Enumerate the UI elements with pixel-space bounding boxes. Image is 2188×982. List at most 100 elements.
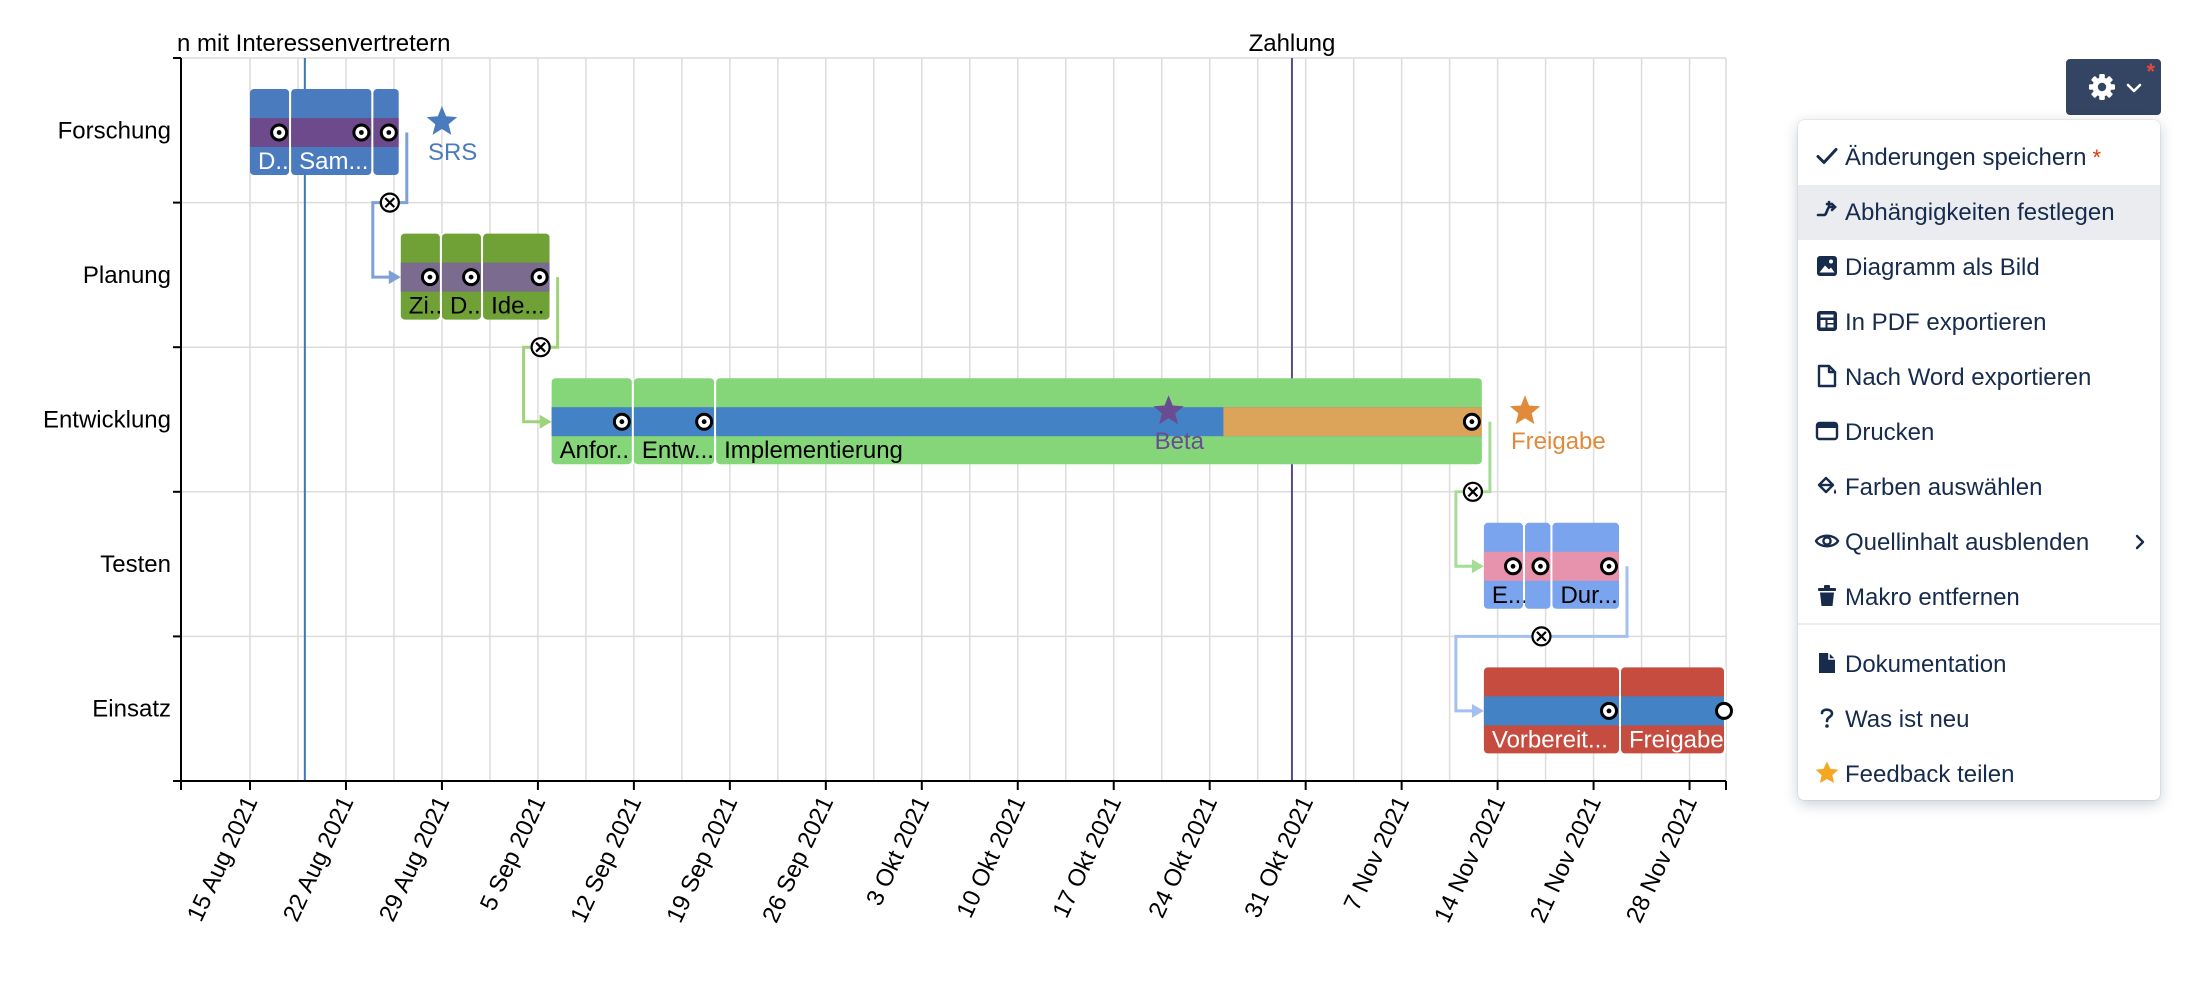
x-tick-label: 28 Nov 2021 (1621, 792, 1703, 927)
x-tick-label: 3 Okt 2021 (861, 792, 935, 910)
x-tick-label: 14 Nov 2021 (1429, 792, 1511, 927)
menu-item-label: Was ist neu (1845, 706, 1970, 733)
chevron-down-icon (2126, 83, 2142, 93)
task-end-dot (1606, 563, 1612, 569)
task-label: Sam... (299, 148, 368, 175)
task-progress-late (1223, 407, 1482, 437)
menu-item-label: Quellinhalt ausblenden (1845, 529, 2090, 556)
milestone-label: SRS (428, 139, 477, 166)
task-separator (439, 233, 442, 320)
milestone-star (426, 106, 458, 135)
dependency-arrowhead (539, 414, 552, 429)
x-tick-label: 5 Sep 2021 (475, 792, 551, 915)
menu-item-remove[interactable]: Makro entfernen (1798, 570, 2160, 625)
menu-item-docs[interactable]: Dokumentation (1798, 637, 2160, 692)
menu-item-pdf[interactable]: In PDF exportieren (1798, 295, 2160, 350)
task-separator (1550, 522, 1553, 609)
y-tick-label: Einsatz (92, 696, 171, 723)
menu-item-label: Änderungen speichern (1845, 144, 2087, 171)
task-label: Zi.. (409, 293, 442, 320)
task-end-dot (1606, 708, 1612, 714)
menu-item-feedback[interactable]: Feedback teilen (1798, 747, 2160, 802)
menu-item-hide-source[interactable]: Quellinhalt ausblenden (1798, 515, 2160, 570)
y-tick-label: Forschung (58, 117, 171, 144)
task-end-dot (358, 130, 364, 135)
chevron-right-icon (2135, 534, 2145, 550)
dependency-remove-x (384, 197, 396, 208)
task-end-dot (701, 419, 707, 425)
milestone-label: Freigabe (1511, 428, 1606, 455)
task-end-dot (386, 130, 392, 135)
task-separator (398, 89, 401, 175)
document-icon (1814, 363, 1840, 389)
menu-item-whats-new[interactable]: Was ist neu (1798, 692, 2160, 747)
settings-menu: Änderungen speichern * Abhängigkeiten fes… (1798, 120, 2160, 800)
x-tick-label: 7 Nov 2021 (1339, 792, 1415, 915)
task-label: D.. (258, 148, 289, 175)
milestone-label: Beta (1155, 428, 1205, 455)
task-bars: D.. Sam... SRS Zi.. D.. Ide... Anfor.. Entw... I… (250, 89, 1733, 754)
gear-icon (2089, 74, 2115, 100)
task-label: Freigabe (1629, 726, 1724, 753)
milestone-star (1153, 395, 1184, 425)
menu-item-image[interactable]: Diagramm als Bild (1798, 240, 2160, 295)
dependency-arrowhead (388, 270, 401, 285)
task-label: Anfor.. (560, 437, 629, 464)
dependency-line (371, 132, 409, 279)
task-end-dot (276, 130, 282, 135)
menu-item-dependencies[interactable]: Abhängigkeiten festlegen (1798, 185, 2160, 240)
task-end-dot (1510, 563, 1516, 569)
menu-item-colors[interactable]: Farben auswählen (1798, 460, 2160, 515)
x-tick-label: 21 Nov 2021 (1525, 792, 1607, 927)
task-separator (1619, 522, 1621, 609)
unsaved-marker: * (2092, 145, 2102, 170)
menu-item-word[interactable]: Nach Word exportieren (1798, 350, 2160, 405)
x-tick-label: 26 Sep 2021 (757, 792, 839, 927)
eye-icon (1814, 528, 1840, 554)
question-icon (1814, 705, 1840, 731)
x-tick-label: 19 Sep 2021 (661, 792, 743, 927)
task-label: Implementierung (724, 437, 903, 464)
x-tick-label: 17 Okt 2021 (1047, 792, 1127, 922)
x-tick-label: 31 Okt 2021 (1239, 792, 1319, 922)
task-separator (631, 378, 634, 465)
task-progress (1621, 696, 1724, 726)
task-separator (1481, 378, 1484, 465)
x-tick-label: 15 Aug 2021 (182, 792, 263, 926)
check-icon (1814, 143, 1840, 169)
menu-item-label: Makro entfernen (1845, 584, 2020, 611)
paint-bucket-icon (1814, 473, 1840, 499)
page-icon (1814, 650, 1840, 676)
pdf-icon (1814, 308, 1840, 334)
print-icon (1814, 418, 1840, 444)
x-tick-label: 12 Sep 2021 (565, 792, 647, 927)
task-end-dot (1469, 419, 1475, 425)
task-end-dot (619, 419, 625, 425)
menu-item-label: Nach Word exportieren (1845, 364, 2092, 391)
settings-button[interactable]: * (2066, 59, 2161, 115)
dependency-arrowhead (1471, 703, 1484, 718)
notification-marker: * (2146, 59, 2155, 84)
task-end-dot (468, 274, 474, 280)
task-label: Dur... (1560, 582, 1617, 609)
milestone-line-label: Zahlung (1249, 30, 1336, 57)
task-label: D.. (450, 293, 481, 320)
menu-item-label: Drucken (1845, 419, 1935, 446)
x-tick-label: 24 Okt 2021 (1143, 792, 1223, 922)
menu-item-save[interactable]: Änderungen speichern * (1798, 130, 2160, 185)
task-separator (1619, 667, 1621, 754)
y-tick-label: Entwicklung (43, 407, 171, 434)
dependency-arrowhead (1471, 559, 1484, 574)
task-end-handle (1715, 701, 1733, 720)
menu-item-label: Dokumentation (1845, 651, 2007, 678)
menu-item-label: In PDF exportieren (1845, 309, 2047, 336)
menu-item-label: Feedback teilen (1845, 761, 2015, 788)
task-separator (289, 89, 292, 175)
task-separator (481, 233, 484, 320)
image-icon (1814, 253, 1840, 279)
dependency-remove-x (1536, 631, 1547, 642)
task-separator (549, 233, 552, 320)
y-tick-label: Planung (83, 262, 171, 289)
menu-item-label: Abhängigkeiten festlegen (1845, 199, 2115, 226)
menu-item-print[interactable]: Drucken (1798, 405, 2160, 460)
